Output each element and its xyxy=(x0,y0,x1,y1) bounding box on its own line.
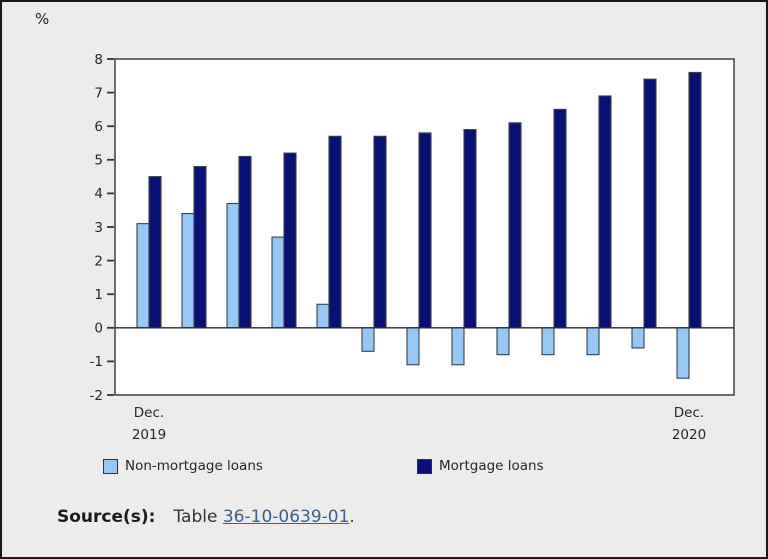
source-prefix-text: Table xyxy=(173,507,218,527)
bar-non-mortgage-loans-0 xyxy=(136,223,150,329)
bar-mortgage-loans-0 xyxy=(148,176,162,329)
x-axis-label: 2019 xyxy=(132,427,166,443)
bar-mortgage-loans-11 xyxy=(643,78,657,329)
legend-label-non-mortgage: Non-mortgage loans xyxy=(125,458,263,474)
legend-label-mortgage: Mortgage loans xyxy=(439,458,544,474)
y-tick-label: -1 xyxy=(90,354,103,370)
legend-item-non-mortgage: Non-mortgage loans xyxy=(103,458,263,474)
y-tick-label: 1 xyxy=(94,287,103,303)
y-tick-label: 7 xyxy=(94,85,103,101)
y-axis-unit-label: % xyxy=(35,10,50,28)
bar-non-mortgage-loans-2 xyxy=(226,202,240,329)
bar-mortgage-loans-1 xyxy=(193,165,207,329)
source-label: Source(s): xyxy=(57,507,156,527)
legend-swatch-mortgage xyxy=(417,458,432,474)
source-table-link[interactable]: 36-10-0639-01 xyxy=(222,507,350,527)
bar-mortgage-loans-2 xyxy=(238,155,252,329)
y-tick-label: 3 xyxy=(94,220,103,236)
bar-non-mortgage-loans-7 xyxy=(451,327,465,366)
y-tick-label: 8 xyxy=(94,52,103,68)
y-tick-label: 0 xyxy=(94,321,103,337)
bar-mortgage-loans-10 xyxy=(598,95,612,329)
bar-non-mortgage-loans-8 xyxy=(496,327,510,356)
bar-non-mortgage-loans-3 xyxy=(271,236,285,329)
y-tick-label: 2 xyxy=(94,253,103,269)
bar-non-mortgage-loans-4 xyxy=(316,303,330,329)
y-tick-label: 6 xyxy=(94,119,103,135)
bar-non-mortgage-loans-5 xyxy=(361,327,375,352)
bar-mortgage-loans-8 xyxy=(508,122,522,329)
bar-non-mortgage-loans-1 xyxy=(181,213,195,329)
legend-swatch-non-mortgage xyxy=(103,458,118,474)
bar-mortgage-loans-12 xyxy=(688,71,702,329)
source-suffix-text: . xyxy=(349,507,355,527)
bar-non-mortgage-loans-9 xyxy=(541,327,555,356)
legend-item-mortgage: Mortgage loans xyxy=(417,458,544,474)
bar-non-mortgage-loans-6 xyxy=(406,327,420,366)
bar-mortgage-loans-7 xyxy=(463,129,477,329)
bar-mortgage-loans-3 xyxy=(283,152,297,329)
source-line: Source(s): Table 36-10-0639-01. xyxy=(57,507,355,527)
bar-mortgage-loans-6 xyxy=(418,132,432,329)
x-axis-label: 2020 xyxy=(672,427,706,443)
bar-non-mortgage-loans-10 xyxy=(586,327,600,356)
bar-mortgage-loans-5 xyxy=(373,135,387,329)
y-tick-label: -2 xyxy=(90,388,103,404)
bar-non-mortgage-loans-12 xyxy=(676,327,690,379)
y-tick-label: 5 xyxy=(94,153,103,169)
y-tick-label: 4 xyxy=(94,186,103,202)
x-axis-label: Dec. xyxy=(674,405,704,421)
bar-non-mortgage-loans-11 xyxy=(631,327,645,349)
bar-mortgage-loans-9 xyxy=(553,108,567,329)
x-axis-label: Dec. xyxy=(134,405,164,421)
bar-mortgage-loans-4 xyxy=(328,135,342,329)
